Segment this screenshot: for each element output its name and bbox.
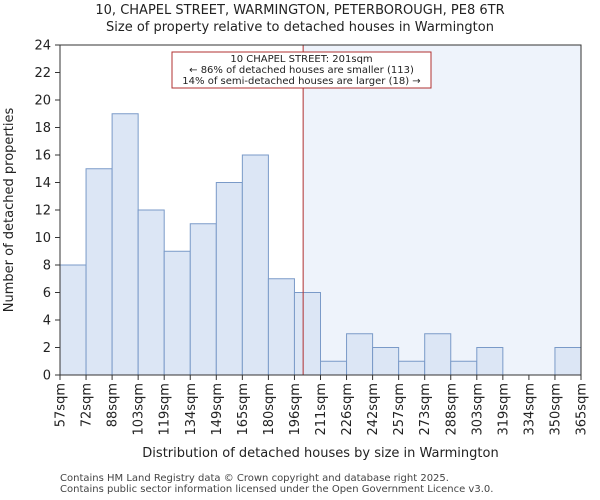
- annotation-line-2: ← 86% of detached houses are smaller (11…: [189, 65, 414, 76]
- bar: [189, 223, 217, 376]
- bar: [398, 360, 426, 376]
- x-tick-label: 88sqm: [106, 383, 121, 427]
- bar: [241, 154, 269, 376]
- y-tick-label: 20: [34, 94, 51, 109]
- x-tick-label: 242sqm: [366, 383, 381, 436]
- x-tick-label: 103sqm: [132, 383, 147, 436]
- annotation-line-3: 14% of semi-detached houses are larger (…: [182, 76, 420, 87]
- bar: [267, 278, 295, 376]
- y-tick-label: 16: [34, 149, 51, 164]
- y-tick-label: 6: [43, 286, 51, 301]
- x-tick-label: 149sqm: [210, 383, 225, 436]
- x-tick-label: 273sqm: [418, 383, 433, 436]
- x-tick-label: 303sqm: [470, 383, 485, 436]
- x-tick-label: 365sqm: [575, 383, 590, 436]
- x-tick-label: 288sqm: [444, 383, 459, 436]
- bar: [450, 360, 478, 376]
- chart-title: 10, CHAPEL STREET, WARMINGTON, PETERBORO…: [95, 3, 505, 18]
- y-tick-label: 18: [34, 121, 51, 136]
- y-tick-label: 22: [34, 66, 51, 81]
- bar: [137, 209, 165, 376]
- bar: [111, 113, 139, 376]
- bar: [476, 347, 504, 376]
- larger-region-highlight: [303, 45, 581, 375]
- footer-line-2: Contains public sector information licen…: [60, 484, 494, 495]
- y-tick-label: 14: [34, 176, 51, 191]
- bar: [293, 292, 322, 376]
- x-tick-label: 134sqm: [184, 383, 199, 436]
- bar: [85, 168, 113, 376]
- x-tick-label: 334sqm: [522, 383, 537, 436]
- y-tick-label: 4: [43, 314, 51, 329]
- bar: [554, 347, 582, 376]
- y-axis-label: Number of detached properties: [2, 108, 17, 313]
- x-tick-label: 226sqm: [340, 383, 355, 436]
- x-tick-label: 72sqm: [80, 383, 95, 427]
- property-annotation: 10 CHAPEL STREET: 201sqm ← 86% of detach…: [171, 51, 432, 89]
- bar: [215, 182, 243, 376]
- bar: [372, 347, 400, 376]
- x-tick-label: 180sqm: [262, 383, 277, 436]
- x-tick-label: 196sqm: [288, 383, 303, 436]
- x-tick-label: 165sqm: [236, 383, 251, 436]
- x-tick-label: 319sqm: [496, 383, 511, 436]
- y-tick-label: 10: [34, 231, 51, 246]
- x-tick-label: 119sqm: [158, 383, 173, 436]
- y-tick-label: 8: [43, 259, 51, 274]
- annotation-line-1: 10 CHAPEL STREET: 201sqm: [230, 54, 372, 65]
- footer-line-1: Contains HM Land Registry data © Crown c…: [60, 473, 449, 484]
- bar: [346, 333, 374, 376]
- annotation-box: [171, 51, 432, 89]
- x-tick-label: 211sqm: [314, 383, 329, 436]
- x-tick-label: 350sqm: [548, 383, 563, 436]
- y-tick-label: 0: [43, 369, 51, 384]
- bar: [163, 250, 191, 376]
- bar: [59, 264, 87, 376]
- x-tick-label: 257sqm: [392, 383, 407, 436]
- x-axis-label: Distribution of detached houses by size …: [142, 446, 498, 461]
- chart-subtitle: Size of property relative to detached ho…: [106, 20, 494, 35]
- bar: [320, 360, 348, 376]
- y-tick-label: 12: [34, 204, 51, 219]
- y-tick-label: 2: [43, 341, 51, 356]
- y-tick-label: 24: [34, 39, 51, 54]
- x-tick-label: 57sqm: [54, 383, 69, 427]
- histogram-chart: 10 CHAPEL STREET: 201sqm ← 86% of detach…: [2, 39, 590, 462]
- bar: [424, 333, 452, 376]
